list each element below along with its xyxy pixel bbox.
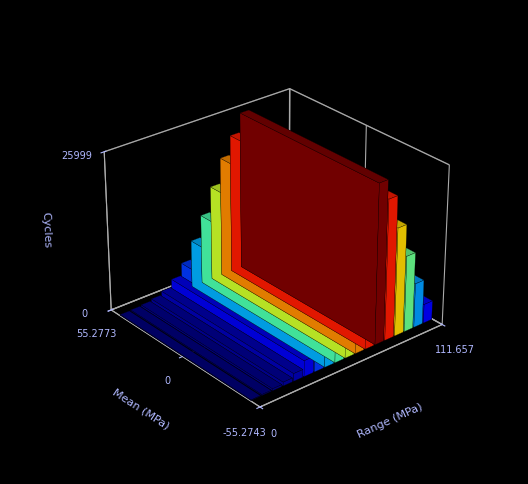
Y-axis label: Mean (MPa): Mean (MPa) — [110, 387, 171, 431]
X-axis label: Range (MPa): Range (MPa) — [356, 402, 425, 440]
